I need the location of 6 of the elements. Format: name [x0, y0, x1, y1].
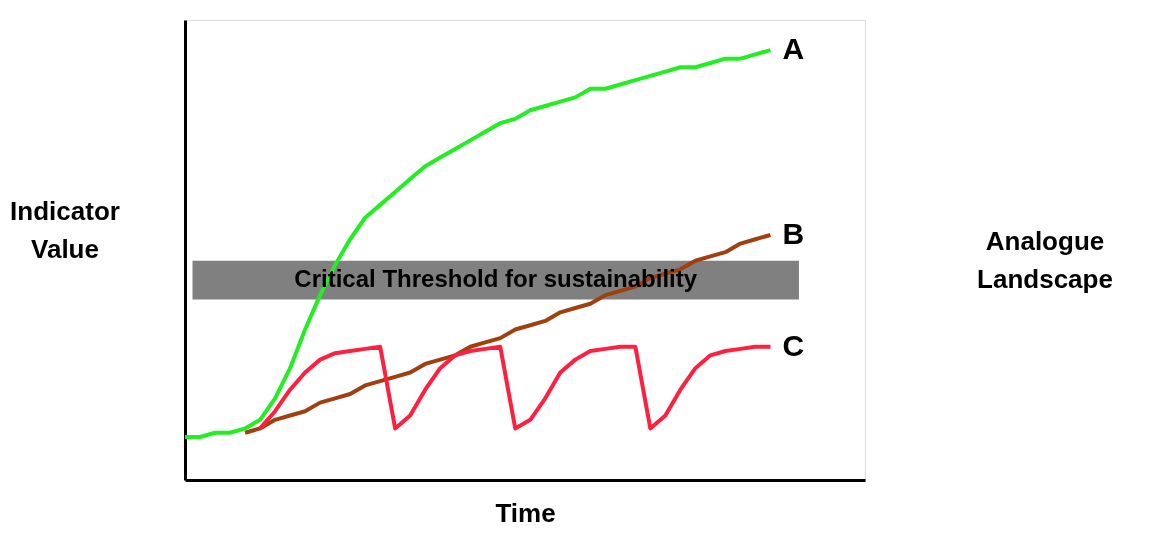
text: Analogue Landscape [977, 226, 1113, 294]
series-label: C [782, 328, 805, 362]
series-label: B [782, 216, 805, 250]
y-axis-title: Indicator Value [10, 196, 120, 264]
series-label: A [782, 32, 805, 66]
x-axis-title: Time [495, 497, 556, 528]
